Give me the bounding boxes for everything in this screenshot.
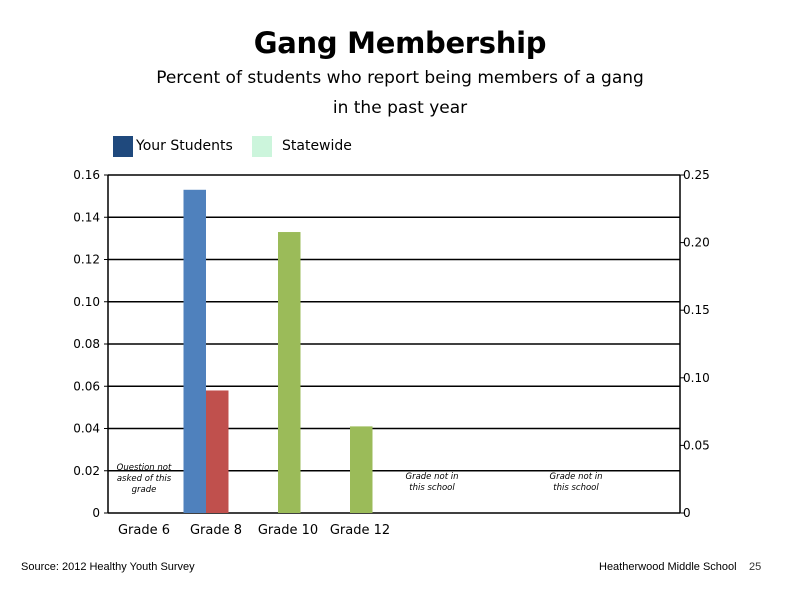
source-note: Source: 2012 Healthy Youth Survey — [21, 561, 195, 573]
bar-grade-8 — [206, 390, 229, 513]
annotation-text: Question not — [117, 463, 172, 473]
bar-grade-10 — [278, 232, 301, 513]
legend-item-statewide: Statewide — [252, 135, 352, 157]
annotation-text: Grade not in — [550, 472, 603, 482]
right-tick-label: 0.15 — [683, 303, 710, 317]
chart-subtitle-line-2: in the past year — [332, 98, 468, 118]
left-tick-label: 0.06 — [73, 379, 100, 393]
x-tick-label: Grade 6 — [118, 523, 170, 538]
x-tick-label: Grade 10 — [258, 523, 318, 538]
left-tick-label: 0.08 — [73, 337, 100, 351]
chart-subtitle-line-1: Percent of students who report being mem… — [156, 68, 644, 88]
annotation-text: grade — [132, 485, 157, 495]
left-tick-label: 0.10 — [73, 295, 100, 309]
right-tick-label: 0.10 — [683, 371, 710, 385]
annotation-text: this school — [409, 483, 455, 493]
bar-grade-8 — [183, 189, 206, 513]
school-name: Heatherwood Middle School — [599, 561, 737, 573]
annotation-text: this school — [553, 483, 599, 493]
legend-item-your-students: Your Students — [113, 135, 233, 157]
right-tick-label: 0.05 — [683, 438, 710, 452]
left-tick-label: 0.14 — [73, 210, 100, 224]
left-tick-label: 0.04 — [73, 422, 100, 436]
x-tick-label: Grade 12 — [330, 523, 390, 538]
right-tick-label: 0.20 — [683, 236, 710, 250]
legend-label-your-students: Your Students — [136, 138, 233, 154]
annotation-text: asked of this — [117, 474, 172, 484]
left-tick-label: 0.12 — [73, 253, 100, 267]
right-tick-label: 0.25 — [683, 168, 710, 182]
right-tick-label: 0 — [683, 506, 691, 520]
legend-swatch-statewide — [252, 135, 272, 157]
bar-grade-12 — [350, 426, 373, 513]
left-tick-label: 0 — [92, 506, 100, 520]
left-tick-label: 0.02 — [73, 464, 100, 478]
annotation-text: Grade not in — [406, 472, 459, 482]
page-number: 25 — [749, 561, 762, 573]
legend-label-statewide: Statewide — [282, 138, 352, 154]
legend-swatch-your-students — [113, 135, 133, 157]
x-tick-label: Grade 8 — [190, 523, 242, 538]
chart-title: Gang Membership — [253, 26, 547, 60]
left-tick-label: 0.16 — [73, 168, 100, 182]
